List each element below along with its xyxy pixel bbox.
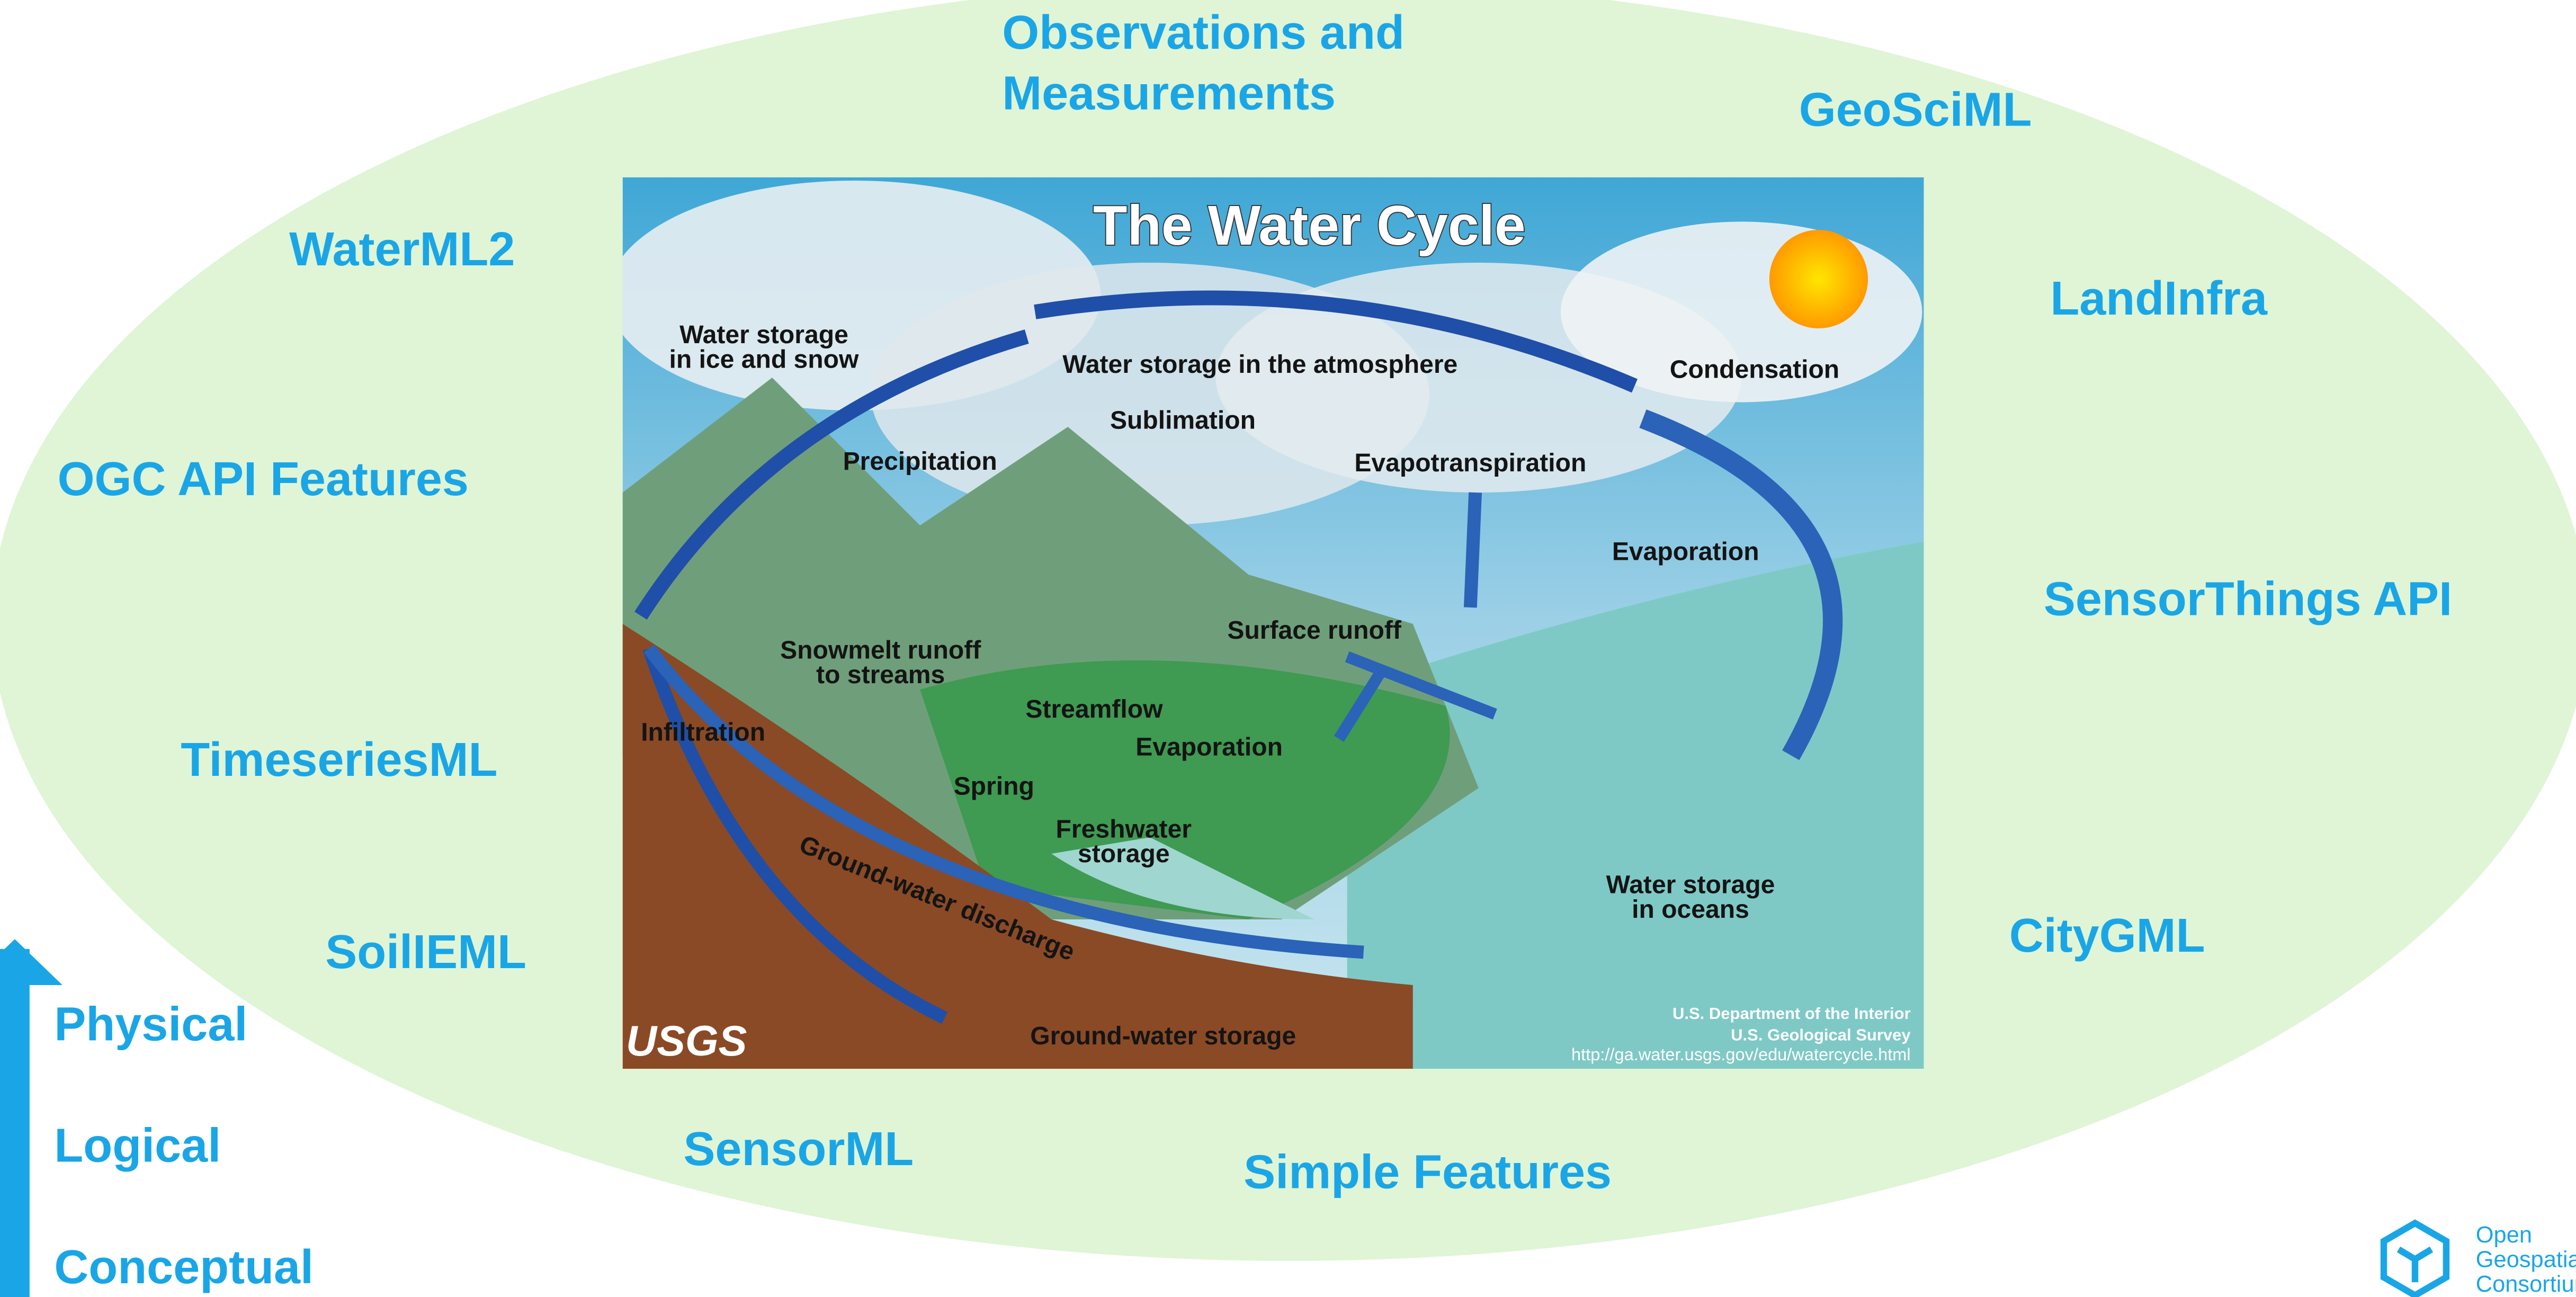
water-cycle-label: Surface runoff (1227, 616, 1401, 645)
logo-text: Geospatial (2476, 1247, 2576, 1272)
water-cycle-title: The Water Cycle (1093, 195, 1526, 257)
standard-label: LandInfra (2050, 272, 2268, 325)
layer-label: Conceptual (54, 1241, 314, 1294)
layer-label: Logical (54, 1120, 221, 1173)
water-cycle-label: Precipitation (843, 447, 997, 476)
standard-label: CityGML (2009, 909, 2205, 962)
water-cycle-label: Evaporation (1135, 732, 1283, 761)
standard-label: SensorThings API (2044, 573, 2452, 625)
ogc-logo-mark (2384, 1223, 2446, 1295)
water-cycle-label: Evaporation (1612, 537, 1759, 566)
page: Observations and Measurements GeoSciML Wate… (0, 0, 2576, 1297)
standard-label: SensorML (683, 1123, 914, 1176)
water-cycle-label: to streams (816, 660, 945, 689)
water-cycle-label: Condensation (1670, 355, 1839, 383)
water-cycle-label: Water storage in the atmosphere (1062, 350, 1457, 379)
layer-label: Physical (54, 998, 247, 1051)
standard-label: Simple Features (1244, 1146, 1612, 1198)
water-cycle-label: in ice and snow (669, 345, 859, 374)
water-cycle-label: Evapotranspiration (1354, 449, 1586, 477)
logo-text: Consortium (2476, 1272, 2576, 1297)
water-cycle-label: in oceans (1632, 895, 1749, 924)
water-cycle-label: Streamflow (1025, 695, 1163, 723)
credit-line: U.S. Department of the Interior (1672, 1004, 1911, 1023)
layer-arrow-head (0, 939, 62, 985)
standard-label: Measurements (1002, 67, 1336, 120)
standard-label: Observations and (1002, 6, 1405, 59)
credit-line: U.S. Geological Survey (1731, 1025, 1911, 1044)
standard-label: SoilIEML (325, 926, 526, 979)
water-cycle-label: Ground-water storage (1030, 1022, 1296, 1050)
water-cycle-label: Infiltration (641, 718, 765, 746)
standard-label: TimeseriesML (181, 734, 497, 786)
water-cycle-label: Spring (954, 772, 1034, 801)
slide: Observations and Measurements GeoSciML Wate… (0, 0, 2576, 1297)
usgs-logo: USGS (626, 1017, 747, 1065)
water-cycle-label: storage (1078, 839, 1170, 868)
water-cycle-label: Sublimation (1110, 406, 1256, 434)
standard-label: WaterML2 (289, 223, 515, 276)
credit-line: http://ga.water.usgs.gov/edu/watercycle.… (1571, 1045, 1911, 1064)
layer-arrow-shaft (0, 949, 30, 1297)
standard-label: GeoSciML (1799, 84, 2032, 137)
logo-text: Open (2476, 1222, 2532, 1248)
standard-label: OGC API Features (58, 453, 469, 506)
